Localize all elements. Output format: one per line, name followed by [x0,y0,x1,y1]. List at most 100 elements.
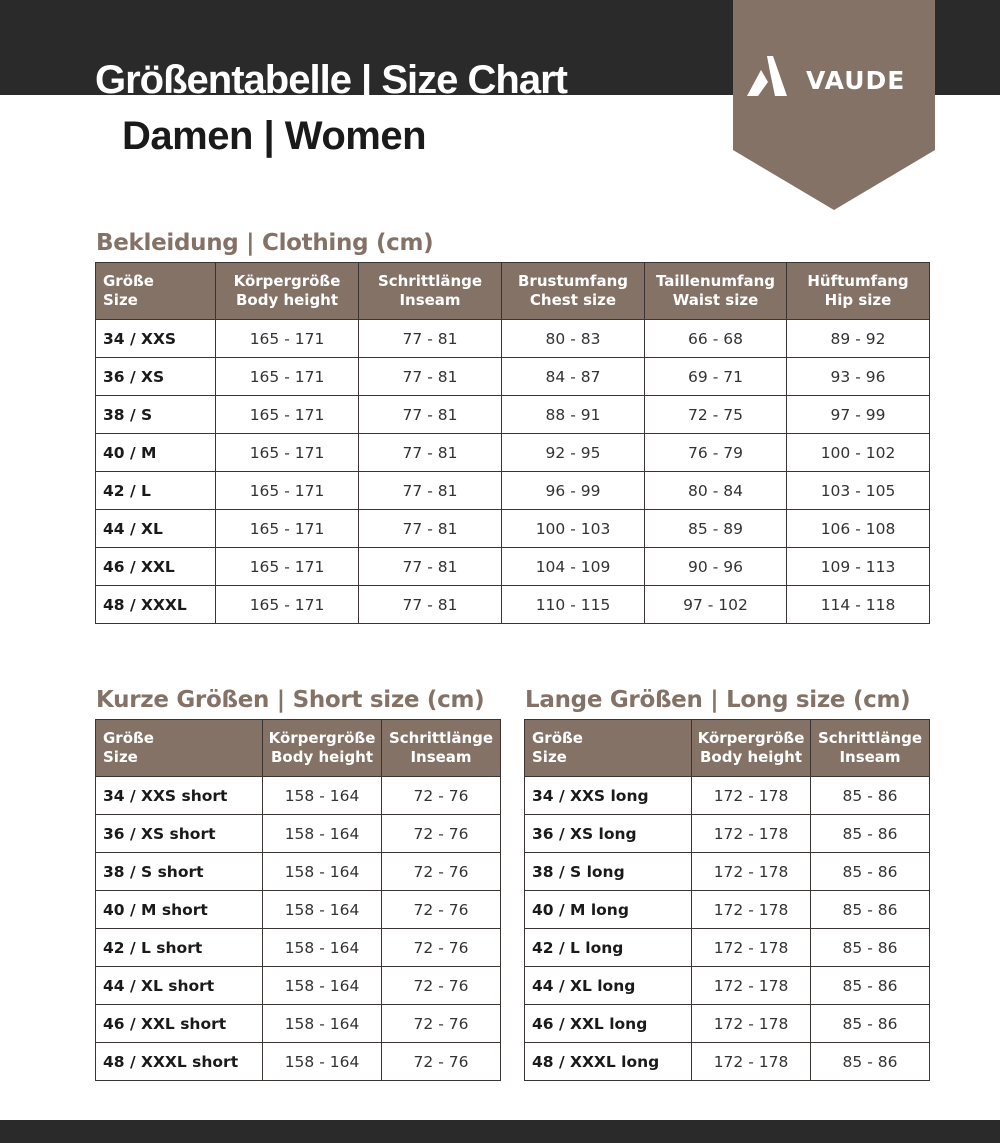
value-cell: 165 - 171 [215,319,359,358]
clothing-section-title: Bekleidung | Clothing (cm) [96,230,434,256]
header-label: Schrittlänge [817,729,923,747]
value-cell: 104 - 109 [501,547,645,586]
value-cell: 100 - 102 [786,433,930,472]
table-row: 38 / S short 158 - 164 72 - 76 [95,852,501,891]
header-label: Größe [103,729,154,747]
value-cell: 172 - 178 [691,890,811,929]
value-cell: 72 - 76 [381,1004,501,1043]
value-cell: 88 - 91 [501,395,645,434]
header-label: Schrittlänge [377,272,483,290]
value-cell: 72 - 75 [644,395,787,434]
table-row: 34 / XXS long 172 - 178 85 - 86 [524,776,930,815]
column-header: Größe Size [95,262,216,320]
header-row: Größe Size Körpergröße Body height Schrittlä… [95,262,930,320]
size-cell: 40 / M [95,433,216,472]
size-cell: 42 / L [95,471,216,510]
page-subtitle: Damen | Women [122,114,427,158]
value-cell: 76 - 79 [644,433,787,472]
table-row: 40 / M 165 - 171 77 - 81 92 - 95 76 - 79 100 … [95,433,930,472]
table-row: 42 / L long 172 - 178 85 - 86 [524,928,930,967]
long-section-title: Lange Größen | Long size (cm) [525,687,911,713]
size-cell: 40 / M long [524,890,692,929]
size-cell: 42 / L long [524,928,692,967]
brand-logo-text: VAUDE [806,66,906,95]
table-row: 40 / M long 172 - 178 85 - 86 [524,890,930,929]
value-cell: 158 - 164 [262,1042,382,1081]
size-cell: 36 / XS short [95,814,263,853]
value-cell: 85 - 86 [810,1042,930,1081]
header-label: Brustumfang [518,272,628,290]
value-cell: 77 - 81 [358,547,502,586]
column-header: Brustumfang Chest size [501,262,645,320]
value-cell: 165 - 171 [215,547,359,586]
size-cell: 34 / XXS [95,319,216,358]
header-label: Körpergröße [697,729,805,747]
value-cell: 72 - 76 [381,852,501,891]
value-cell: 165 - 171 [215,395,359,434]
value-cell: 72 - 76 [381,890,501,929]
value-cell: 158 - 164 [262,928,382,967]
header-label: Taillenumfang [655,272,776,290]
value-cell: 165 - 171 [215,509,359,548]
value-cell: 100 - 103 [501,509,645,548]
table-row: 38 / S long 172 - 178 85 - 86 [524,852,930,891]
table-row: 48 / XXXL 165 - 171 77 - 81 110 - 115 97 - 1… [95,585,930,624]
column-header: Schrittlänge Inseam [358,262,502,320]
value-cell: 85 - 86 [810,890,930,929]
value-cell: 89 - 92 [786,319,930,358]
header-label: Body height [270,748,374,766]
column-header: Körpergröße Body height [215,262,359,320]
column-header: Schrittlänge Inseam [810,719,930,777]
size-cell: 38 / S short [95,852,263,891]
value-cell: 72 - 76 [381,814,501,853]
size-cell: 46 / XXL [95,547,216,586]
vaude-mountain-icon [747,56,787,96]
table-row: 44 / XL 165 - 171 77 - 81 100 - 103 85 - 89 1… [95,509,930,548]
header-label: Waist size [672,291,759,309]
value-cell: 72 - 76 [381,1042,501,1081]
column-header: Körpergröße Body height [691,719,811,777]
value-cell: 158 - 164 [262,966,382,1005]
value-cell: 77 - 81 [358,433,502,472]
brand-banner [733,0,935,210]
header-label: Inseam [839,748,901,766]
column-header: Größe Size [95,719,263,777]
short-section-title: Kurze Größen | Short size (cm) [96,687,485,713]
value-cell: 77 - 81 [358,509,502,548]
value-cell: 72 - 76 [381,966,501,1005]
table-row: 48 / XXXL long 172 - 178 85 - 86 [524,1042,930,1081]
header-label: Inseam [410,748,472,766]
table-row: 46 / XXL short 158 - 164 72 - 76 [95,1004,501,1043]
value-cell: 85 - 86 [810,814,930,853]
header-row: Größe Size Körpergröße Body height Schrittlä… [524,719,930,777]
value-cell: 172 - 178 [691,852,811,891]
size-cell: 38 / S long [524,852,692,891]
value-cell: 85 - 86 [810,1004,930,1043]
size-cell: 38 / S [95,395,216,434]
value-cell: 80 - 84 [644,471,787,510]
value-cell: 165 - 171 [215,471,359,510]
value-cell: 103 - 105 [786,471,930,510]
table-row: 42 / L 165 - 171 77 - 81 96 - 99 80 - 84 103 … [95,471,930,510]
table-row: 44 / XL long 172 - 178 85 - 86 [524,966,930,1005]
column-header: Schrittlänge Inseam [381,719,501,777]
table-row: 46 / XXL 165 - 171 77 - 81 104 - 109 90 - 96… [95,547,930,586]
value-cell: 172 - 178 [691,966,811,1005]
column-header: Körpergröße Body height [262,719,382,777]
value-cell: 165 - 171 [215,357,359,396]
value-cell: 106 - 108 [786,509,930,548]
header-label: Inseam [399,291,461,309]
value-cell: 109 - 113 [786,547,930,586]
column-header: Größe Size [524,719,692,777]
value-cell: 77 - 81 [358,395,502,434]
value-cell: 172 - 178 [691,1042,811,1081]
header-label: Schrittlänge [388,729,494,747]
header-row: Größe Size Körpergröße Body height Schrittlä… [95,719,501,777]
size-cell: 34 / XXS short [95,776,263,815]
size-cell: 48 / XXXL short [95,1042,263,1081]
table-row: 48 / XXXL short 158 - 164 72 - 76 [95,1042,501,1081]
value-cell: 84 - 87 [501,357,645,396]
column-header: Taillenumfang Waist size [644,262,787,320]
value-cell: 165 - 171 [215,585,359,624]
table-row: 34 / XXS 165 - 171 77 - 81 80 - 83 66 - 68 89… [95,319,930,358]
